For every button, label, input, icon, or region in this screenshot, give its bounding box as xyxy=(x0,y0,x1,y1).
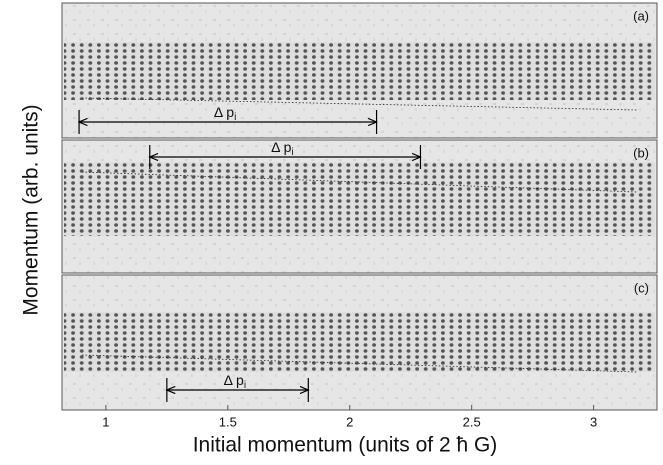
panel-label: (a) xyxy=(633,8,649,23)
delta-subscript: i xyxy=(291,147,293,158)
momentum-stripes xyxy=(64,162,655,236)
momentum-stripes xyxy=(64,42,655,100)
trend-line xyxy=(81,171,638,193)
x-tick-label: 1.5 xyxy=(219,414,237,429)
panel-label: (c) xyxy=(634,280,649,295)
delta-text: Δ p xyxy=(271,139,291,155)
x-tick-label: 2 xyxy=(346,414,353,429)
panel-label: (b) xyxy=(633,145,649,160)
x-tick-label: 1 xyxy=(102,414,109,429)
delta-subscript: i xyxy=(244,380,246,391)
x-tick-label: 3 xyxy=(590,414,597,429)
delta-text: Δ p xyxy=(214,104,234,120)
x-tick-label: 2.5 xyxy=(463,414,481,429)
trend-line xyxy=(81,97,638,111)
momentum-stripes xyxy=(64,312,655,372)
trend-line xyxy=(81,354,638,373)
delta-label: Δ pi xyxy=(224,372,247,391)
y-axis-label: Momentum (arb. units) xyxy=(20,104,43,315)
delta-label: Δ pi xyxy=(271,139,294,158)
delta-text: Δ p xyxy=(224,372,244,388)
delta-subscript: i xyxy=(234,112,236,123)
delta-label: Δ pi xyxy=(214,104,237,123)
x-axis-label: Initial momentum (units of 2 ħ G) xyxy=(193,434,498,457)
